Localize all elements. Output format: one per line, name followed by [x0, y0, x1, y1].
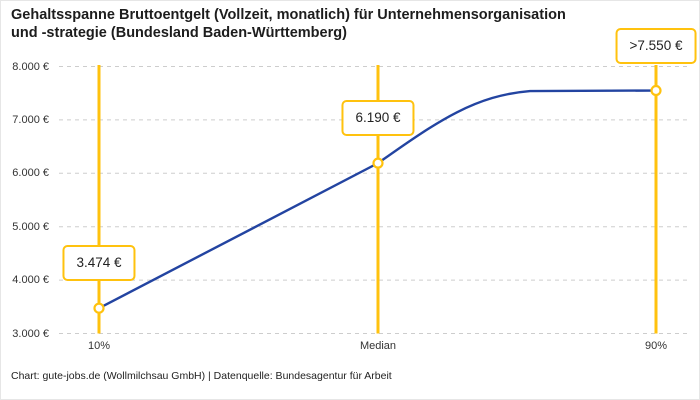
y-axis-tick-label: 3.000 €: [12, 327, 49, 340]
y-axis-tick-label: 5.000 €: [12, 220, 49, 233]
chart-title-line2: und -strategie (Bundesland Baden-Württem…: [11, 25, 347, 41]
data-point-marker: [93, 302, 105, 314]
point-value-label: 6.190 €: [341, 100, 415, 137]
data-point-marker: [372, 157, 384, 169]
y-axis-tick-label: 7.000 €: [12, 113, 49, 126]
point-value-label: >7.550 €: [615, 27, 697, 64]
x-axis-tick-label: Median: [359, 340, 397, 352]
y-axis-tick-label: 8.000 €: [12, 60, 49, 73]
chart-title-line1: Gehaltsspanne Bruttoentgelt (Vollzeit, m…: [11, 7, 566, 23]
point-value-label: 3.474 €: [62, 245, 136, 282]
y-axis-tick-label: 4.000 €: [12, 274, 49, 287]
salary-curve: [97, 89, 658, 310]
data-point-marker: [650, 84, 662, 97]
chart-title: Gehaltsspanne Bruttoentgelt (Vollzeit, m…: [11, 6, 566, 42]
chart-footer-attribution: Chart: gute-jobs.de (Wollmilchsau GmbH) …: [11, 370, 392, 382]
x-axis-tick-label: 10%: [87, 340, 111, 352]
y-axis-tick-label: 6.000 €: [12, 167, 49, 180]
x-axis-tick-label: 90%: [644, 340, 668, 352]
